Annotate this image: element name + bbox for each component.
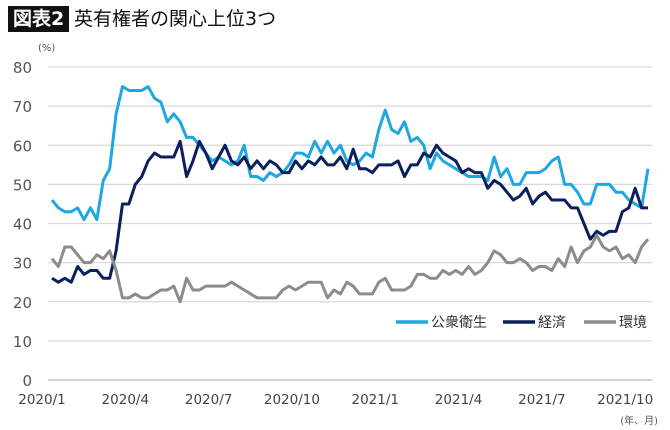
- series-line-経済: [51, 139, 648, 284]
- x-tick-label: 2021/10: [597, 392, 653, 408]
- x-tick-label: 2020/1: [18, 392, 66, 408]
- y-tick-label: 0: [22, 372, 32, 390]
- y-tick-label: 20: [13, 294, 32, 312]
- y-tick-label: 40: [13, 216, 32, 234]
- y-tick-label: 10: [13, 333, 32, 351]
- y-tick-label: 80: [13, 59, 32, 77]
- x-tick-label: 2021/7: [518, 392, 566, 408]
- x-tick-label: 2021/4: [435, 392, 483, 408]
- x-tick-label: 2021/1: [351, 392, 399, 408]
- legend-label: 公衆衛生: [431, 315, 487, 331]
- figure-badge: 図表2: [8, 6, 70, 32]
- x-tick-label: 2020/10: [264, 392, 320, 408]
- x-tick-label: 2020/7: [185, 392, 233, 408]
- chart-title: 英有権者の関心上位3つ: [74, 8, 277, 30]
- y-axis-unit: (%): [38, 43, 55, 54]
- legend-label: 環境: [619, 315, 647, 331]
- x-tick-label: 2020/4: [102, 392, 150, 408]
- x-axis-unit: (年、月): [620, 414, 658, 427]
- y-tick-label: 70: [13, 98, 32, 116]
- y-tick-label: 50: [13, 176, 32, 194]
- y-tick-label: 60: [13, 137, 32, 155]
- legend-label: 経済: [538, 315, 566, 331]
- y-tick-label: 30: [13, 255, 32, 273]
- series-line-環境: [50, 233, 650, 304]
